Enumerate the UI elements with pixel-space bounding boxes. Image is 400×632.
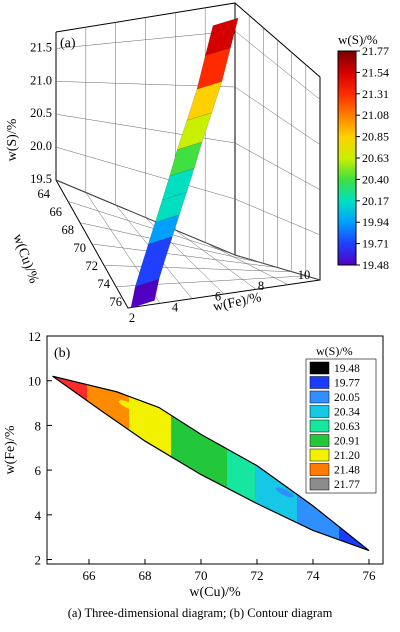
colorbar-tick-label: 20.40 bbox=[362, 172, 389, 186]
y-tick-labels: 64 66 68 70 72 74 76 bbox=[38, 187, 123, 309]
z-tick-label: 21.5 bbox=[30, 40, 52, 54]
x-tick-label-b: 74 bbox=[307, 568, 321, 583]
contour-legend: w(S)/% 19.48 19.77 20.05 20.34 20.63 20.91 21.… bbox=[305, 344, 377, 494]
contour-pocket bbox=[345, 536, 365, 547]
x-tick-label-b: 76 bbox=[363, 568, 377, 583]
y-axis-label-b: w(Fe)/% bbox=[3, 425, 18, 474]
contour-pocket bbox=[203, 444, 222, 456]
z-tick-label: 20.5 bbox=[30, 106, 52, 120]
grid-line-z bbox=[55, 30, 321, 100]
z-axis-label: w(S)/% bbox=[5, 118, 20, 161]
contour-pocket bbox=[275, 487, 295, 498]
floor-grid-line bbox=[175, 229, 257, 290]
legend-label: 20.91 bbox=[334, 436, 360, 448]
colorbar-tick-label: 19.94 bbox=[362, 215, 389, 229]
x-tick-label: 10 bbox=[298, 268, 311, 282]
contour-outline bbox=[52, 375, 370, 552]
y-tick-label: 70 bbox=[74, 241, 87, 255]
colorbar: w(S)/% 21.77 21.54 21.31 21.08 20.85 20.63 20.… bbox=[337, 32, 389, 272]
y-tick-label: 74 bbox=[98, 277, 111, 291]
panel-a-label: (a) bbox=[60, 36, 76, 51]
x-tick-labels: 2 4 6 8 10 bbox=[129, 268, 310, 325]
colorbar-tick-label: 20.63 bbox=[362, 151, 389, 165]
legend-label: 21.20 bbox=[334, 450, 360, 462]
surface-3d bbox=[130, 17, 239, 309]
legend-swatch bbox=[309, 361, 330, 375]
legend-label: 19.77 bbox=[334, 378, 360, 390]
colorbar-tick-label: 20.85 bbox=[362, 130, 389, 144]
y-tick-label: 76 bbox=[110, 295, 123, 309]
legend-swatch bbox=[309, 390, 330, 404]
colorbar-gradient bbox=[337, 50, 357, 266]
y-tick-label: 68 bbox=[62, 223, 75, 237]
x-tick-label-b: 70 bbox=[195, 568, 208, 583]
y-tick-label: 64 bbox=[38, 187, 51, 201]
legend-swatch bbox=[309, 463, 330, 476]
legend-label: 21.77 bbox=[334, 479, 360, 491]
y-tick-label-b: 10 bbox=[28, 374, 41, 389]
x-tick-label-b: 68 bbox=[139, 568, 152, 583]
legend-label: 20.34 bbox=[334, 407, 360, 419]
floor-grid-line bbox=[103, 265, 292, 272]
panel-b-label: (b) bbox=[54, 346, 71, 361]
z-tick-label: 21.0 bbox=[30, 73, 52, 87]
legend-swatch bbox=[309, 477, 330, 491]
colorbar-tick-label: 19.71 bbox=[362, 237, 389, 251]
contour-pocket bbox=[119, 400, 138, 411]
y-tick-label-b: 4 bbox=[35, 508, 42, 523]
colorbar-tick-label: 21.08 bbox=[362, 108, 389, 122]
legend-label: 21.48 bbox=[334, 465, 360, 477]
y-tick-label-b: 6 bbox=[35, 463, 42, 478]
x-tick-label: 4 bbox=[172, 300, 179, 314]
colorbar-tick-label: 21.31 bbox=[362, 87, 389, 101]
z-tick-label: 20.0 bbox=[30, 139, 52, 153]
floor-grid-line bbox=[205, 242, 289, 285]
colorbar-tick-label: 20.17 bbox=[362, 194, 389, 208]
colorbar-title: w(S)/% bbox=[338, 32, 378, 47]
floor-edge bbox=[55, 179, 321, 309]
x-tick-label: 8 bbox=[258, 279, 264, 293]
y-axis-label: w(Cu)/% bbox=[9, 232, 41, 286]
legend-label: 20.63 bbox=[334, 421, 360, 433]
legend-swatch bbox=[309, 419, 330, 433]
x-tick-label-b: 72 bbox=[251, 568, 264, 583]
surface-patch bbox=[205, 17, 239, 56]
legend-swatch bbox=[309, 376, 330, 389]
surface-patch bbox=[196, 47, 231, 90]
y-tick-label-b: 2 bbox=[35, 553, 42, 568]
x-tick-label: 6 bbox=[215, 290, 221, 304]
figure-caption: (a) Three-dimensional diagram; (b) Conto… bbox=[67, 606, 333, 620]
surface-patch bbox=[186, 81, 223, 121]
y-tick-label-b: 12 bbox=[28, 329, 41, 344]
colorbar-tick-label: 21.77 bbox=[362, 44, 389, 58]
y-tick-label: 72 bbox=[86, 259, 99, 273]
legend-swatch bbox=[309, 434, 330, 447]
z-tick-labels: 19.5 20.0 20.5 21.0 21.5 bbox=[30, 40, 52, 186]
legend-label: 19.48 bbox=[334, 363, 360, 375]
legend-title: w(S)/% bbox=[316, 344, 353, 358]
x-axis-label-b: w(Cu)/% bbox=[189, 585, 241, 600]
y-tick-label: 66 bbox=[50, 205, 63, 219]
x-tick-label: 2 bbox=[129, 311, 135, 325]
legend-swatch bbox=[309, 405, 330, 418]
colorbar-tick-label: 21.54 bbox=[362, 65, 389, 79]
colorbar-tick-label: 19.48 bbox=[362, 258, 389, 272]
legend-swatch bbox=[309, 448, 330, 462]
y-tick-label-b: 8 bbox=[35, 418, 42, 433]
x-tick-label-b: 66 bbox=[83, 568, 97, 583]
z-tick-label: 19.5 bbox=[30, 172, 52, 186]
legend-label: 20.05 bbox=[334, 392, 360, 404]
